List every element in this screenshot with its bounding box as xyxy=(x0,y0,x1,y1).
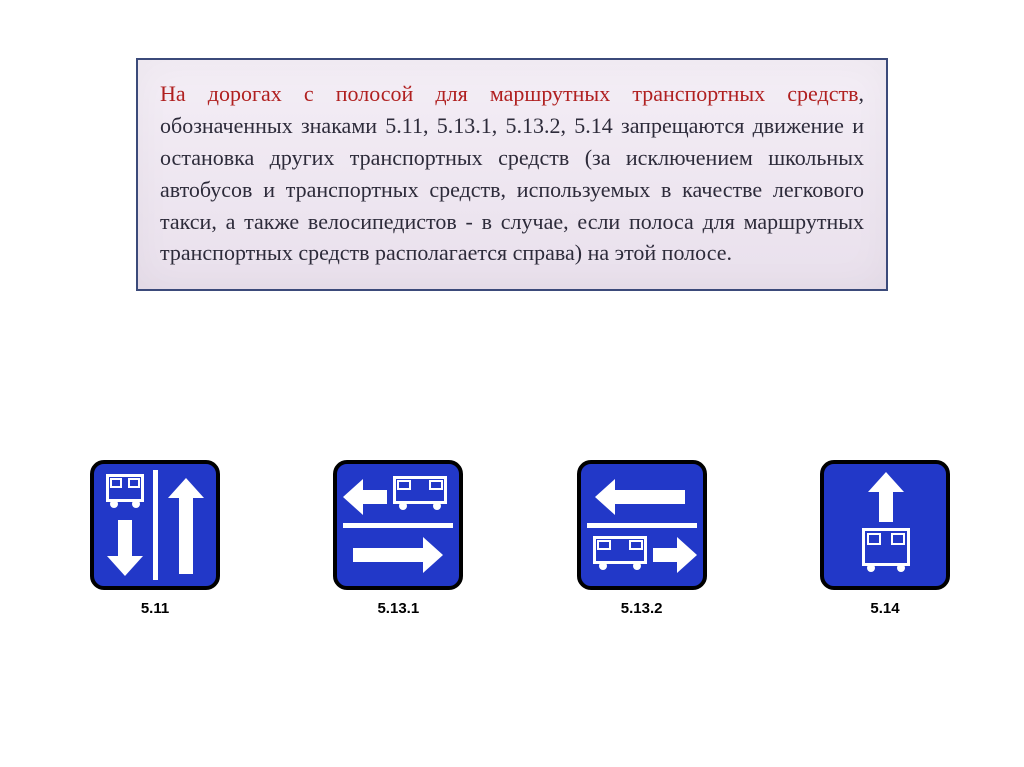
sign-block-5-14: 5.14 xyxy=(820,460,950,617)
sign-label: 5.11 xyxy=(141,600,169,617)
sign-5-14 xyxy=(820,460,950,590)
arrow-left-icon xyxy=(611,490,685,504)
arrow-up-icon xyxy=(879,488,893,522)
rule-paragraph: На дорогах с полосой для маршрутных тран… xyxy=(160,78,864,269)
divider-line xyxy=(343,523,453,528)
sign-label: 5.13.2 xyxy=(621,600,663,617)
signs-row: 5.11 5.13.1 xyxy=(90,460,950,617)
arrow-right-icon xyxy=(653,548,681,562)
bus-icon xyxy=(393,476,447,512)
sign-label: 5.13.1 xyxy=(377,600,419,617)
rule-highlight: На дорогах с полосой для маршрутных тран… xyxy=(160,81,859,106)
arrow-left-icon xyxy=(359,490,387,504)
sign-5-11 xyxy=(90,460,220,590)
sign-block-5-11: 5.11 xyxy=(90,460,220,617)
bus-icon xyxy=(862,528,910,574)
bus-icon xyxy=(593,536,647,572)
bus-icon xyxy=(106,474,144,510)
arrow-up-icon xyxy=(179,494,193,574)
rule-text-box: На дорогах с полосой для маршрутных тран… xyxy=(136,58,888,291)
sign-label: 5.14 xyxy=(870,600,899,617)
rule-rest: , обозначенных знаками 5.11, 5.13.1, 5.1… xyxy=(160,81,864,265)
sign-5-13-2 xyxy=(577,460,707,590)
divider-line xyxy=(587,523,697,528)
sign-block-5-13-2: 5.13.2 xyxy=(577,460,707,617)
arrow-down-icon xyxy=(118,520,132,560)
sign-block-5-13-1: 5.13.1 xyxy=(333,460,463,617)
arrow-right-icon xyxy=(353,548,427,562)
sign-5-13-1 xyxy=(333,460,463,590)
divider-line xyxy=(153,470,158,580)
